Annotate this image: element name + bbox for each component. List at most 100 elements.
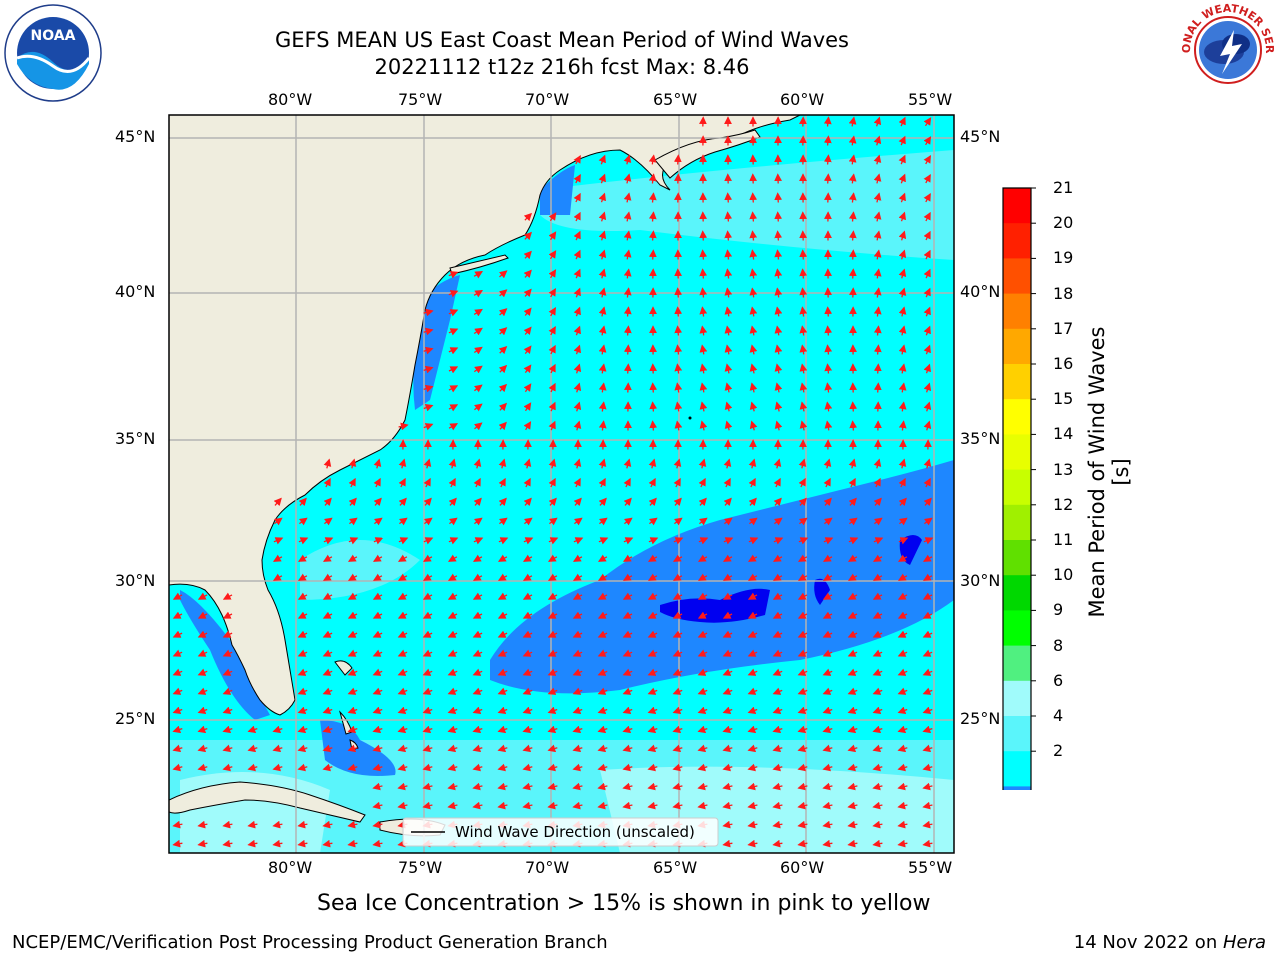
wave-direction-arrow bbox=[623, 497, 632, 507]
wave-direction-arrow bbox=[772, 744, 783, 753]
wave-direction-arrow bbox=[372, 744, 383, 753]
wave-direction-arrow bbox=[397, 554, 408, 562]
wave-direction-arrow bbox=[347, 592, 358, 600]
wave-direction-arrow bbox=[648, 211, 657, 222]
wave-direction-arrow bbox=[648, 497, 657, 507]
wave-direction-arrow bbox=[897, 611, 908, 619]
wave-direction-arrow bbox=[872, 725, 883, 734]
wave-direction-arrow bbox=[873, 537, 884, 545]
wave-direction-arrow bbox=[397, 801, 408, 810]
wave-direction-arrow bbox=[272, 839, 283, 848]
wave-direction-arrow bbox=[297, 630, 308, 638]
wave-direction-arrow bbox=[272, 573, 283, 581]
wave-direction-arrow bbox=[523, 307, 532, 317]
wave-direction-arrow bbox=[422, 782, 433, 791]
wave-direction-arrow bbox=[674, 420, 683, 431]
wave-direction-arrow bbox=[272, 725, 283, 734]
wave-direction-arrow bbox=[724, 517, 733, 526]
colorbar-segment bbox=[1003, 645, 1031, 682]
wave-direction-arrow bbox=[448, 385, 459, 393]
colorbar-tick-label: 15 bbox=[1053, 389, 1074, 409]
wave-direction-arrow bbox=[399, 517, 408, 526]
wave-direction-arrow bbox=[797, 687, 808, 695]
wave-direction-arrow bbox=[497, 592, 508, 600]
wave-direction-arrow bbox=[247, 820, 258, 829]
wave-direction-arrow bbox=[522, 668, 533, 676]
wave-direction-arrow bbox=[697, 649, 708, 657]
wave-direction-arrow bbox=[474, 384, 483, 393]
wave-direction-arrow bbox=[848, 173, 857, 184]
wave-direction-arrow bbox=[497, 554, 508, 562]
wave-direction-arrow bbox=[897, 744, 908, 753]
wave-direction-arrow bbox=[222, 706, 233, 714]
wave-direction-arrow bbox=[522, 782, 533, 791]
wave-direction-arrow bbox=[623, 268, 632, 279]
wave-direction-arrow bbox=[422, 630, 433, 638]
wave-direction-arrow bbox=[898, 382, 907, 393]
wave-direction-arrow bbox=[898, 173, 906, 184]
wave-direction-arrow bbox=[472, 554, 483, 562]
wave-direction-arrow bbox=[873, 363, 882, 374]
wave-direction-arrow bbox=[822, 573, 833, 581]
wave-direction-arrow bbox=[572, 687, 583, 695]
wave-direction-arrow bbox=[474, 403, 483, 412]
wave-direction-arrow bbox=[498, 364, 508, 374]
wave-direction-arrow bbox=[598, 249, 607, 260]
wave-direction-arrow bbox=[522, 573, 533, 581]
wave-direction-arrow bbox=[798, 537, 809, 545]
wave-direction-arrow bbox=[772, 573, 783, 581]
wave-direction-arrow bbox=[498, 421, 507, 431]
wave-direction-arrow bbox=[722, 706, 733, 714]
wave-direction-arrow bbox=[572, 706, 583, 714]
wave-direction-arrow bbox=[573, 382, 582, 393]
wave-direction-arrow bbox=[222, 820, 233, 829]
wave-direction-arrow bbox=[498, 477, 506, 488]
wave-direction-arrow bbox=[572, 801, 583, 810]
wave-direction-arrow bbox=[748, 477, 756, 488]
wave-direction-arrow bbox=[722, 592, 733, 600]
wave-direction-arrow bbox=[749, 344, 758, 355]
wave-direction-arrow bbox=[797, 630, 808, 638]
wave-direction-arrow bbox=[573, 477, 581, 488]
wave-direction-arrow bbox=[772, 839, 783, 848]
wave-direction-arrow bbox=[697, 782, 708, 791]
wave-direction-arrow bbox=[747, 592, 758, 600]
wave-direction-arrow bbox=[648, 477, 656, 488]
wave-direction-arrow bbox=[322, 573, 333, 581]
wave-direction-arrow bbox=[497, 763, 508, 772]
wave-direction-arrow bbox=[522, 706, 533, 714]
wave-direction-arrow bbox=[648, 154, 657, 165]
wave-direction-arrow bbox=[773, 458, 782, 469]
wave-direction-arrow bbox=[422, 744, 433, 753]
wave-direction-arrow bbox=[673, 458, 682, 469]
wave-direction-arrow bbox=[447, 611, 458, 619]
wave-direction-arrow bbox=[872, 744, 883, 753]
wave-direction-arrow bbox=[447, 554, 458, 562]
wave-direction-arrow bbox=[472, 630, 483, 638]
wave-direction-arrow bbox=[772, 592, 783, 600]
wave-direction-arrow bbox=[523, 326, 532, 336]
wave-direction-arrow bbox=[647, 668, 658, 676]
wave-direction-arrow bbox=[473, 346, 483, 355]
wave-direction-arrow bbox=[597, 687, 608, 695]
wave-direction-arrow bbox=[347, 839, 358, 848]
wave-direction-arrow bbox=[699, 325, 708, 336]
wave-direction-arrow bbox=[522, 630, 533, 638]
wave-direction-arrow bbox=[724, 420, 733, 431]
wave-direction-arrow bbox=[898, 458, 907, 469]
wave-direction-arrow bbox=[499, 270, 508, 279]
wave-direction-arrow bbox=[872, 611, 883, 619]
wave-direction-arrow bbox=[673, 154, 682, 165]
wave-direction-arrow bbox=[747, 839, 758, 848]
wave-direction-arrow bbox=[323, 477, 331, 488]
nws-logo: NATIONAL WEATHER SERVICE bbox=[1173, 0, 1278, 100]
wave-direction-arrow bbox=[448, 271, 459, 279]
wave-direction-arrow bbox=[722, 839, 733, 848]
wave-direction-arrow bbox=[847, 763, 858, 772]
wave-direction-arrow bbox=[623, 249, 632, 260]
wave-direction-arrow bbox=[522, 725, 533, 734]
wave-direction-arrow bbox=[422, 801, 433, 810]
wave-direction-arrow bbox=[624, 517, 633, 526]
wave-direction-arrow bbox=[847, 668, 858, 676]
wave-direction-arrow bbox=[822, 725, 833, 734]
